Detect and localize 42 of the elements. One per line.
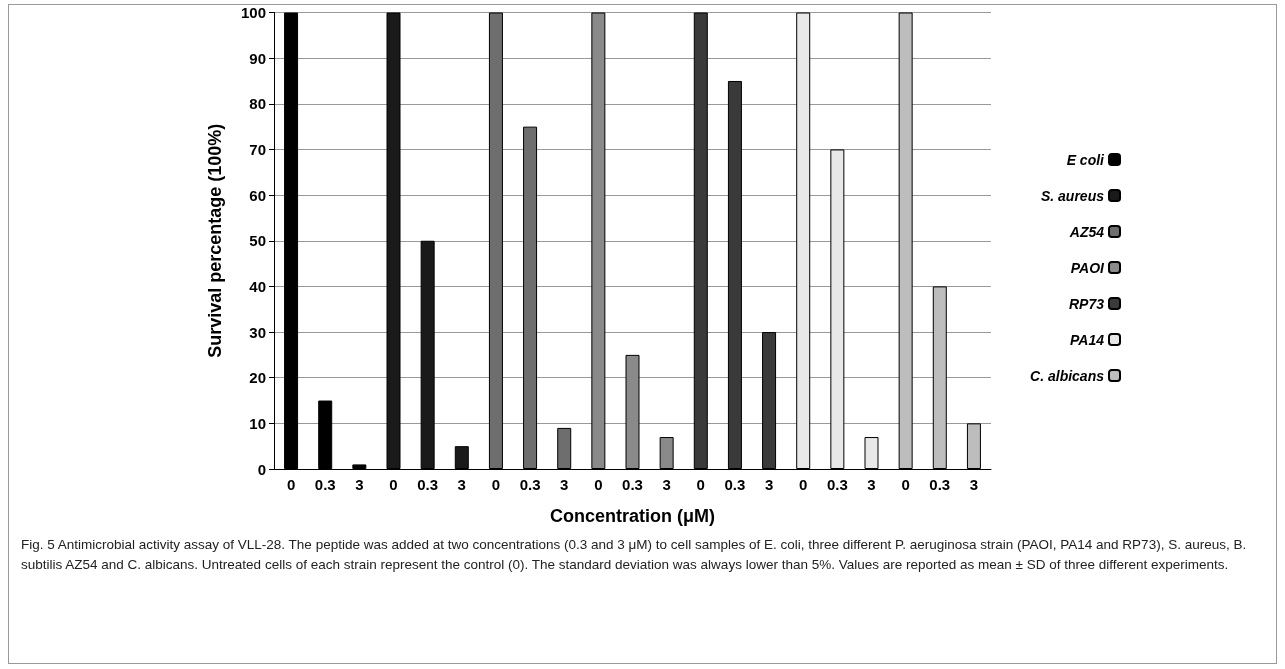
x-tick-label: 0 xyxy=(594,476,603,493)
x-tick-label: 0 xyxy=(901,476,910,493)
x-tick-label: 0 xyxy=(799,476,808,493)
y-tick-label: 30 xyxy=(249,323,266,341)
legend-label: AZ54 xyxy=(1068,223,1105,240)
legend-label: E coli xyxy=(1066,151,1106,168)
y-tick-label: 100 xyxy=(240,4,266,21)
x-tick-label: 3 xyxy=(355,476,364,493)
x-tick-label: 0 xyxy=(491,476,501,493)
x-tick-label: 0 xyxy=(389,476,398,493)
x-tick-label: 3 xyxy=(764,476,774,493)
x-tick-label: 0.3 xyxy=(622,476,643,493)
x-tick-label: 0.3 xyxy=(417,476,439,493)
x-tick-label: 0.3 xyxy=(826,476,848,493)
y-tick-label: 80 xyxy=(249,95,266,113)
y-axis-title: Survival percentage (100%) xyxy=(205,123,225,358)
x-tick-label: 3 xyxy=(457,476,466,493)
legend-label: C. albicans xyxy=(1030,367,1105,384)
x-tick-label: 0.3 xyxy=(314,476,336,493)
y-tick-label: 40 xyxy=(249,277,266,295)
x-tick-label: 3 xyxy=(969,476,979,493)
x-tick-label: 0 xyxy=(286,476,296,493)
x-axis-title: Concentration (μM) xyxy=(550,506,715,526)
x-tick-label: 0 xyxy=(696,476,705,493)
x-tick-label: 0.3 xyxy=(519,476,541,493)
x-tick-label: 0.3 xyxy=(929,476,951,493)
legend-label: PAOI xyxy=(1070,259,1106,276)
y-tick-label: 60 xyxy=(249,186,266,204)
y-tick-label: 20 xyxy=(249,369,266,387)
y-tick-label: 0 xyxy=(257,460,266,478)
x-tick-label: 3 xyxy=(867,476,876,493)
y-tick-label: 10 xyxy=(249,414,266,432)
legend-label: PA14 xyxy=(1070,331,1105,348)
y-tick-label: 90 xyxy=(249,49,266,67)
y-tick-label: 70 xyxy=(249,140,266,158)
y-tick-label: 50 xyxy=(249,232,266,250)
x-tick-label: 3 xyxy=(662,476,671,493)
caption: Fig. 5 Antimicrobial activity assay of VLL-28. The peptide was added at two concentrations (0.3 and 3 μM) to cell samples of E. coli, three different P. aeruginosa strain (PAOI, PA14 and RP73), S. aureus, B. subtilis AZ54 and C. albicans. Untreated cells of each strain represent the control (0). The standard deviation was always lower than 5%. Values are reported as mean ± SD of three different experiments. xyxy=(21,536,1248,574)
legend-label: RP73 xyxy=(1068,295,1105,312)
legend-label: S. aureus xyxy=(1040,187,1105,204)
x-tick-label: 0.3 xyxy=(724,476,746,493)
x-tick-label: 3 xyxy=(560,476,569,493)
